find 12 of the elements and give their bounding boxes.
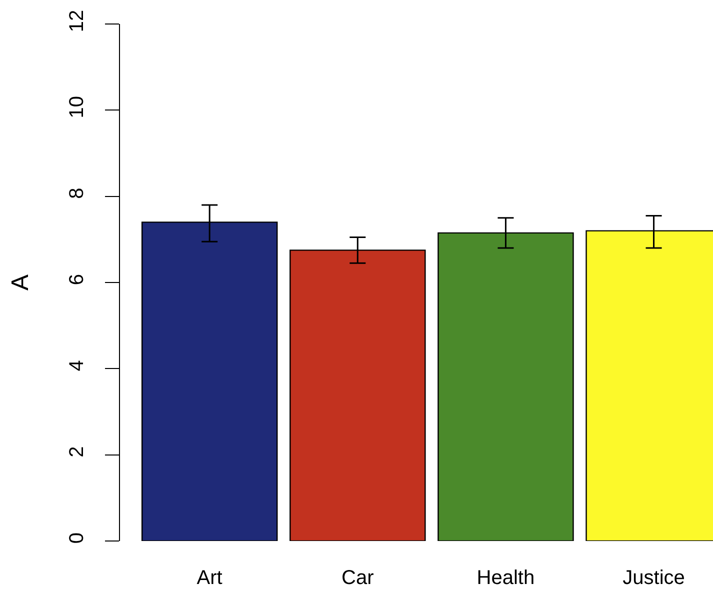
y-tick-label: 10 bbox=[66, 96, 88, 118]
x-tick-label: Justice bbox=[622, 567, 685, 589]
y-tick-label: 6 bbox=[66, 274, 88, 286]
y-tick-label: 0 bbox=[66, 532, 88, 544]
x-tick-label: Car bbox=[342, 567, 374, 589]
y-tick-label: 12 bbox=[66, 10, 88, 32]
y-tick-label: 4 bbox=[66, 360, 88, 372]
y-tick-label: 8 bbox=[66, 188, 88, 199]
x-tick-label: Health bbox=[476, 567, 535, 589]
y-tick-label: 2 bbox=[66, 446, 88, 458]
x-tick-label: Art bbox=[196, 567, 223, 589]
y-axis-title: A bbox=[7, 274, 34, 291]
